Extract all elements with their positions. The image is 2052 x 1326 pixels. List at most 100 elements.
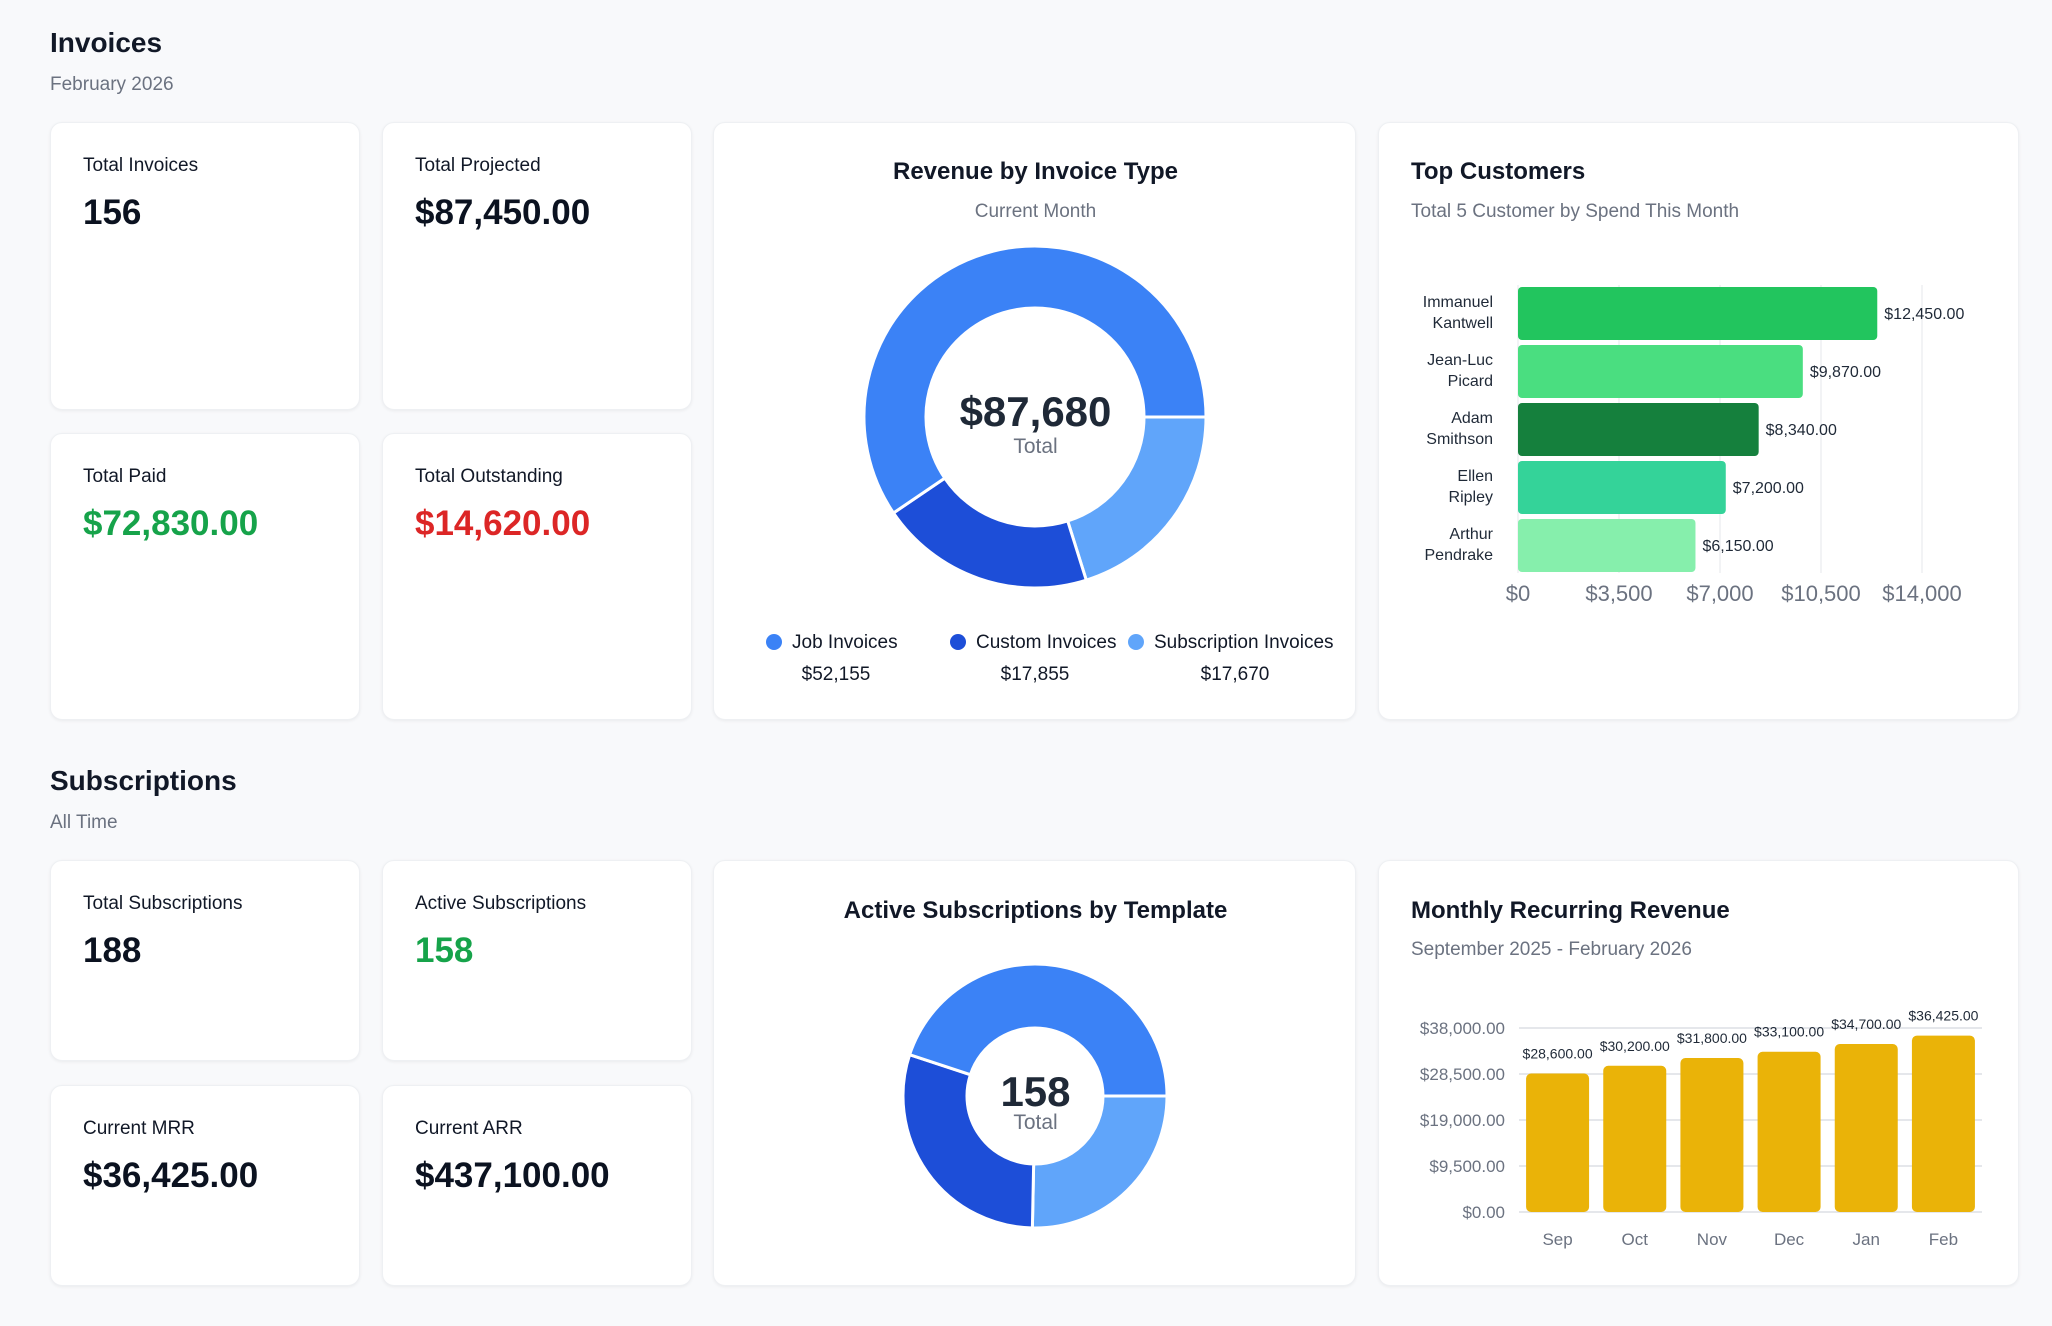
kpi-value: $14,620.00 — [415, 504, 591, 543]
y-tick-label: $9,500.00 — [1429, 1157, 1505, 1176]
kpi-card-total-subscriptions: Total Subscriptions 188 — [50, 860, 360, 1061]
chart-title: Monthly Recurring Revenue — [1411, 897, 1730, 924]
kpi-value: 156 — [83, 193, 142, 232]
revenue-by-type-card: Revenue by Invoice Type Current Month $8… — [713, 122, 1356, 720]
y-tick-label: $38,000.00 — [1420, 1019, 1505, 1038]
bar-value-label: $33,100.00 — [1754, 1024, 1824, 1040]
kpi-label: Current MRR — [83, 1118, 195, 1139]
invoices-section-title: Invoices — [50, 27, 163, 58]
subscriptions-by-template-card: Active Subscriptions by Template 158 Tot… — [713, 860, 1356, 1286]
bar — [1518, 519, 1696, 572]
x-tick-label: Sep — [1542, 1230, 1572, 1249]
bar — [1834, 1043, 1898, 1212]
kpi-label: Total Projected — [415, 155, 541, 176]
kpi-value: 158 — [415, 931, 474, 970]
subscriptions-section-title: Subscriptions — [50, 765, 237, 796]
kpi-label: Current ARR — [415, 1118, 523, 1139]
kpi-label: Active Subscriptions — [415, 893, 587, 914]
legend-item-subscription-invoices[interactable]: Subscription Invoices — [1128, 632, 1334, 654]
kpi-value: $437,100.00 — [415, 1156, 610, 1195]
kpi-card-current-mrr: Current MRR $36,425.00 — [50, 1085, 360, 1286]
y-category-label: Ripley — [1449, 489, 1493, 506]
bar — [1518, 461, 1726, 514]
y-category-label: Picard — [1448, 373, 1493, 390]
donut-center-value: $87,680 — [959, 388, 1112, 435]
bar-value-label: $36,425.00 — [1908, 1008, 1978, 1024]
kpi-label: Total Paid — [83, 466, 167, 487]
top-customers-card: Top Customers Total 5 Customer by Spend … — [1378, 122, 2019, 720]
mrr-bar-chart: $0.00 $9,500.00 $19,000.00 $28,500.00 $38,00… — [1420, 1008, 1982, 1249]
x-tick-label: $3,500 — [1585, 581, 1652, 606]
legend-swatch — [1128, 634, 1144, 650]
donut-slice — [1030, 1094, 1169, 1230]
chart-subtitle: September 2025 - February 2026 — [1411, 939, 1692, 960]
chart-subtitle: Current Month — [974, 201, 1097, 222]
legend-item-job-invoices[interactable]: Job Invoices — [766, 632, 898, 654]
x-tick-label: $10,500 — [1781, 581, 1861, 606]
bar — [1680, 1058, 1744, 1212]
chart-title: Top Customers — [1411, 158, 1586, 185]
bar-value-label: $34,700.00 — [1831, 1016, 1901, 1032]
x-tick-label: $7,000 — [1686, 581, 1753, 606]
bar-value-label: $12,450.00 — [1884, 306, 1964, 323]
mrr-card: Monthly Recurring Revenue September 2025… — [1378, 860, 2019, 1286]
subscriptions-section-subtitle: All Time — [50, 812, 118, 833]
x-tick-label: Oct — [1622, 1230, 1649, 1249]
donut-slice — [907, 962, 1169, 1098]
y-tick-label: $28,500.00 — [1420, 1065, 1505, 1084]
kpi-card-current-arr: Current ARR $437,100.00 — [382, 1085, 692, 1286]
bar — [1518, 287, 1878, 340]
chart-subtitle: Total 5 Customer by Spend This Month — [1411, 201, 1740, 222]
legend-label: Job Invoices — [792, 632, 898, 653]
bar — [1518, 345, 1803, 398]
kpi-card-total-paid: Total Paid $72,830.00 — [50, 433, 360, 720]
y-category-label: Smithson — [1426, 431, 1493, 448]
y-category-label: Immanuel — [1423, 294, 1493, 311]
bar — [1526, 1073, 1590, 1212]
y-category-label: Pendrake — [1425, 547, 1494, 564]
y-category-label: Adam — [1451, 410, 1493, 427]
kpi-value: $36,425.00 — [83, 1156, 259, 1195]
legend-swatch — [766, 634, 782, 650]
bar-value-label: $31,800.00 — [1677, 1030, 1747, 1046]
kpi-label: Total Outstanding — [415, 466, 563, 487]
kpi-label: Total Subscriptions — [83, 893, 243, 914]
bar — [1911, 1035, 1975, 1212]
y-category-label: Kantwell — [1433, 315, 1493, 332]
legend-value: $52,155 — [801, 664, 871, 685]
bar — [1518, 403, 1759, 456]
bar-value-label: $30,200.00 — [1600, 1038, 1670, 1054]
y-category-label: Ellen — [1457, 468, 1493, 485]
y-tick-label: $0.00 — [1462, 1203, 1505, 1222]
legend-label: Subscription Invoices — [1154, 632, 1334, 653]
bar-value-label: $9,870.00 — [1810, 364, 1881, 381]
chart-title: Revenue by Invoice Type — [893, 158, 1178, 185]
x-tick-label: Dec — [1774, 1230, 1805, 1249]
x-tick-label: Jan — [1853, 1230, 1880, 1249]
invoices-section-subtitle: February 2026 — [50, 74, 174, 95]
kpi-value: 188 — [83, 931, 142, 970]
legend-item-custom-invoices[interactable]: Custom Invoices — [950, 632, 1116, 654]
legend-label: Custom Invoices — [976, 632, 1117, 653]
x-tick-label: Nov — [1697, 1230, 1728, 1249]
y-tick-label: $19,000.00 — [1420, 1111, 1505, 1130]
x-tick-label: Feb — [1929, 1230, 1958, 1249]
legend-swatch — [950, 634, 966, 650]
legend-value: $17,855 — [1000, 664, 1070, 685]
bar-value-label: $8,340.00 — [1766, 422, 1837, 439]
y-category-label: Jean-Luc — [1427, 352, 1493, 369]
donut-center-label: Total — [1013, 1111, 1058, 1134]
kpi-value: $72,830.00 — [83, 504, 259, 543]
kpi-label: Total Invoices — [83, 155, 199, 176]
x-tick-label: $14,000 — [1882, 581, 1962, 606]
chart-title: Active Subscriptions by Template — [843, 897, 1228, 924]
kpi-card-total-projected: Total Projected $87,450.00 — [382, 122, 692, 410]
donut-center-label: Total — [1013, 435, 1058, 458]
kpi-card-total-outstanding: Total Outstanding $14,620.00 — [382, 433, 692, 720]
kpi-value: $87,450.00 — [415, 193, 591, 232]
kpi-card-total-invoices: Total Invoices 156 — [50, 122, 360, 410]
y-category-label: Arthur — [1449, 526, 1493, 543]
kpi-card-active-subscriptions: Active Subscriptions 158 — [382, 860, 692, 1061]
top-customers-bar-chart: $0 $3,500 $7,000 $10,500 $14,000 $12,450.00 Im… — [1423, 285, 1964, 606]
bar — [1757, 1051, 1821, 1212]
